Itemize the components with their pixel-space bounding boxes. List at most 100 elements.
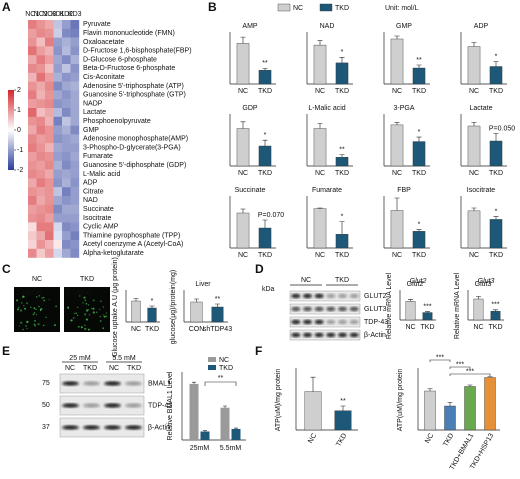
cell-signal	[84, 313, 87, 316]
lane-label: NC	[65, 365, 75, 372]
heatmap-cell	[36, 187, 46, 197]
blot-band	[302, 319, 313, 325]
significance: **	[262, 60, 268, 67]
legend-swatch	[277, 3, 291, 12]
bar	[405, 301, 416, 321]
heatmap-cell	[36, 64, 46, 73]
significance: **	[416, 57, 422, 64]
cell-signal	[99, 308, 101, 311]
significance: *	[341, 49, 344, 56]
heatmap-cell	[62, 46, 71, 56]
chart-title: 3-PGA	[393, 105, 414, 112]
heatmap-cell	[53, 169, 63, 179]
significance: *	[495, 208, 498, 215]
heatmap-cell	[45, 231, 54, 241]
heatmap-cell	[45, 90, 54, 100]
heatmap-cell	[70, 152, 80, 161]
cell-signal	[53, 324, 56, 327]
cell-signal	[67, 306, 69, 309]
cell-signal	[22, 328, 25, 331]
blot-band	[349, 319, 359, 325]
heatmap-row-label: Adenosine 5'-triphosphate (ATP)	[83, 83, 184, 90]
y-axis-label: glucose(μg)/protein(mg)	[170, 270, 177, 344]
heatmap-cell	[62, 55, 71, 65]
cell-signal	[22, 295, 24, 297]
heatmap-cell	[28, 116, 37, 126]
x-tick-label: TKD	[489, 252, 503, 259]
bar	[200, 431, 210, 440]
heatmap-cell	[53, 55, 63, 65]
heatmap-cell	[62, 116, 71, 126]
heatmap-cell	[70, 222, 80, 232]
heatmap-row-label: Cyclic AMP	[83, 224, 119, 231]
x-tick-label: shTDP43	[203, 326, 232, 333]
cell-signal	[76, 314, 79, 317]
heatmap-cell	[70, 169, 80, 179]
bar	[412, 141, 426, 167]
heatmap-cell	[70, 28, 80, 38]
blot-band	[104, 381, 121, 386]
bar	[390, 124, 404, 167]
significance: *	[341, 214, 344, 221]
cell-signal	[48, 299, 50, 301]
bar	[313, 44, 327, 85]
error-bar	[447, 401, 453, 406]
cell-signal	[26, 302, 29, 305]
cell-signal	[77, 325, 80, 328]
error-bar	[493, 309, 498, 312]
heatmap-cell	[62, 187, 71, 197]
bar	[424, 390, 436, 431]
cell-signal	[18, 325, 20, 327]
chart-title: Glut2	[407, 281, 424, 288]
blot-band	[104, 403, 121, 408]
x-tick-label: NC	[405, 324, 415, 331]
bar	[236, 43, 250, 85]
heatmap-cell	[53, 20, 63, 29]
heatmap-cell	[45, 99, 54, 109]
heatmap-cell	[36, 46, 46, 56]
blot-band	[83, 425, 100, 430]
heatmap-cell	[28, 178, 37, 188]
heatmap-cell	[28, 20, 37, 29]
heatmap-cell	[36, 143, 46, 153]
heatmap-cell	[28, 222, 37, 232]
heatmap-cell	[28, 72, 37, 82]
error-bar	[317, 207, 323, 209]
cell-signal	[85, 309, 89, 312]
x-tick-label: TKD	[258, 170, 272, 177]
heatmap-cell	[70, 240, 80, 249]
heatmap-cell	[53, 231, 63, 241]
error-bar	[425, 311, 430, 313]
panel-label: A	[2, 0, 11, 14]
blot-band	[302, 332, 313, 338]
bar	[490, 311, 501, 321]
blot-band	[125, 425, 142, 430]
heatmap-cell	[36, 231, 46, 241]
heatmap-cell	[70, 55, 80, 65]
heatmap-cell	[70, 196, 80, 205]
x-tick-label: CON	[189, 326, 205, 333]
x-tick-label: NC	[424, 432, 435, 444]
cell-signal	[17, 306, 20, 309]
heatmap-cell	[36, 160, 46, 170]
cell-signal	[26, 320, 29, 323]
cell-signal	[92, 311, 95, 314]
cell-signal	[35, 308, 37, 311]
cell-signal	[35, 313, 38, 316]
blot-band	[104, 425, 121, 430]
unit-label: Unit: mol/L	[385, 5, 419, 12]
heatmap-cell	[28, 99, 37, 109]
cell-signal	[87, 303, 90, 306]
cell-signal	[25, 325, 27, 327]
bar	[220, 407, 230, 440]
error-bar	[427, 388, 433, 391]
heatmap-row-label: Guanosine 5'-triphosphate (GTP)	[83, 92, 186, 99]
heatmap-cell	[36, 222, 46, 232]
significance: ***	[466, 368, 474, 375]
heatmap-cell	[62, 248, 71, 258]
heatmap-cell	[62, 240, 71, 249]
heatmap-row-label: Thiamine pyrophosphate (TPP)	[83, 232, 180, 239]
colorbar-label: -1	[17, 147, 23, 154]
heatmap-cell	[28, 81, 37, 91]
heatmap-cell	[36, 240, 46, 249]
